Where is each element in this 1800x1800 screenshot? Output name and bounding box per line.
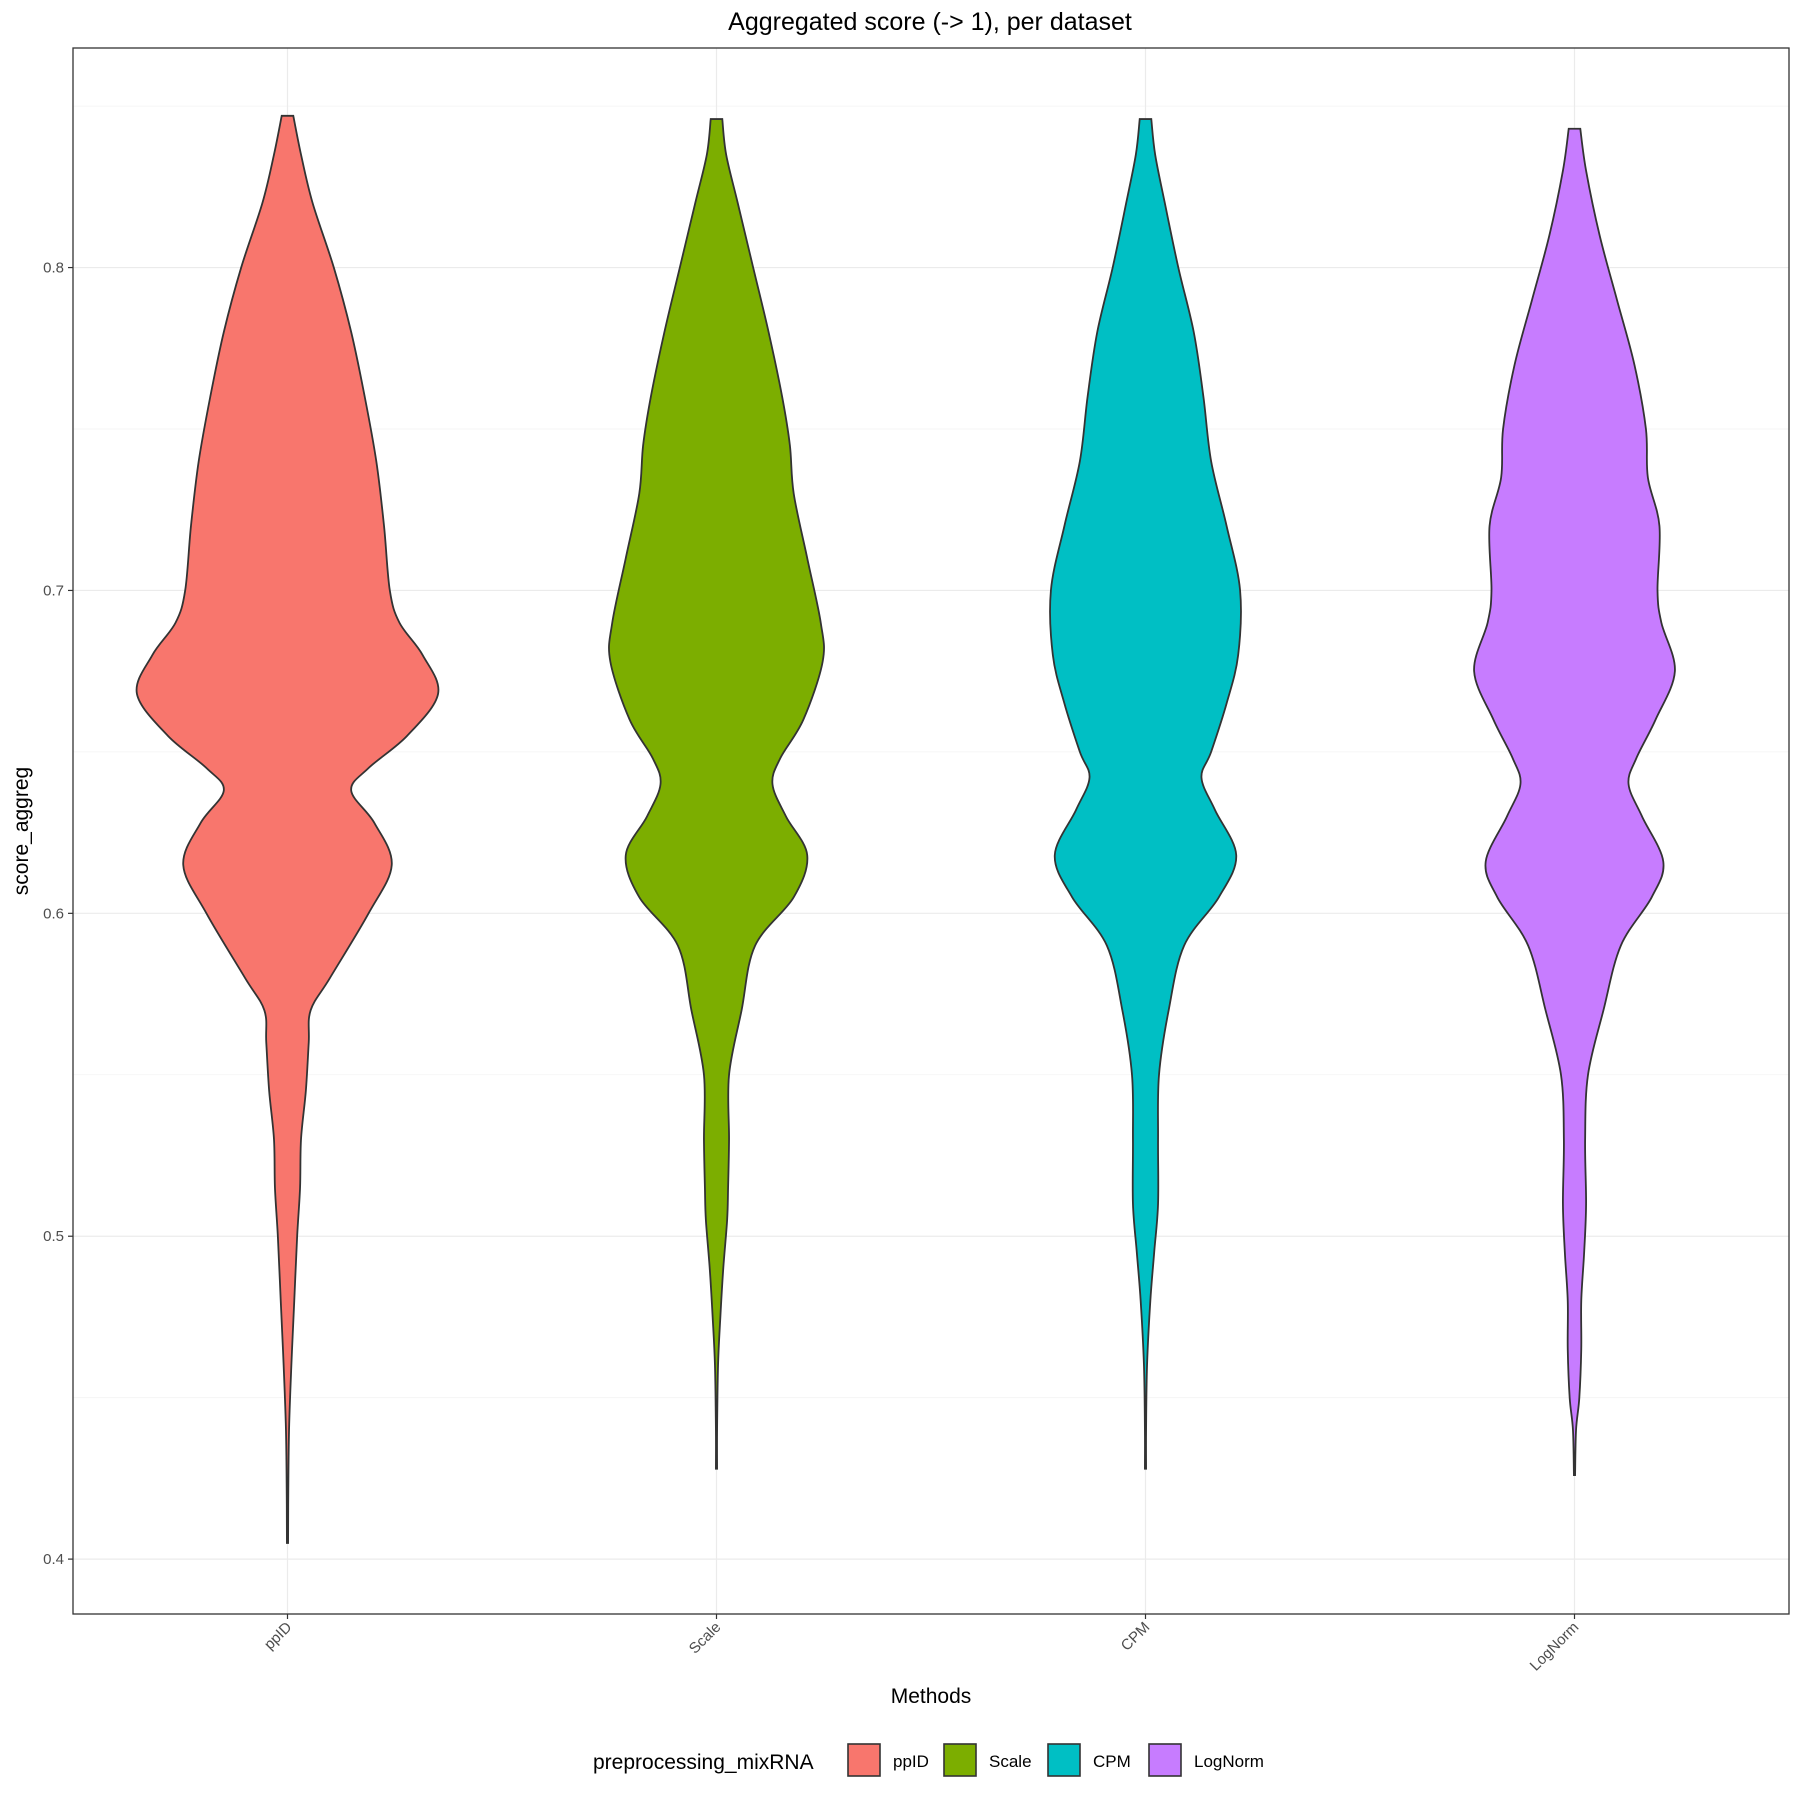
violin-cpm — [1049, 118, 1242, 1470]
chart-title: Aggregated score (-> 1), per dataset — [728, 8, 1132, 36]
x-tick-label: CPM — [1118, 1619, 1154, 1655]
plot-panel-border — [72, 47, 1790, 1615]
legend-items: ppID Scale CPM LogNorm — [847, 1743, 1264, 1777]
x-tick-label: LogNorm — [1527, 1619, 1583, 1675]
y-axis: 0.4 0.5 0.6 0.7 0.8 — [43, 260, 73, 1568]
y-tick-label: 0.8 — [43, 260, 64, 277]
x-axis: ppID Scale CPM LogNorm — [261, 1614, 1582, 1674]
x-tick-label: ppID — [261, 1619, 296, 1654]
legend-key-cpm — [1047, 1743, 1081, 1777]
legend-label-lognorm: LogNorm — [1194, 1752, 1264, 1771]
legend-title: preprocessing_mixRNA — [593, 1751, 814, 1774]
legend-key-ppid — [847, 1743, 881, 1777]
y-tick-label: 0.6 — [43, 905, 64, 922]
legend-key-lognorm — [1148, 1743, 1182, 1777]
y-tick-label: 0.7 — [43, 582, 64, 599]
x-tick-label: Scale — [686, 1619, 725, 1658]
violins — [135, 114, 1676, 1544]
legend-label-scale: Scale — [989, 1752, 1032, 1771]
legend: preprocessing_mixRNA ppID Scale CPM LogNorm — [593, 1743, 1264, 1777]
y-tick-label: 0.5 — [43, 1228, 64, 1245]
legend-label-cpm: CPM — [1093, 1752, 1131, 1771]
violin-lognorm — [1473, 127, 1676, 1477]
violin-ppid — [135, 114, 440, 1544]
y-tick-label: 0.4 — [43, 1551, 64, 1568]
legend-label-ppid: ppID — [893, 1752, 929, 1771]
x-axis-title: Methods — [891, 1685, 972, 1708]
legend-key-scale — [943, 1743, 977, 1777]
y-axis-title: score_aggreg — [10, 767, 33, 895]
violin-scale — [608, 118, 825, 1470]
